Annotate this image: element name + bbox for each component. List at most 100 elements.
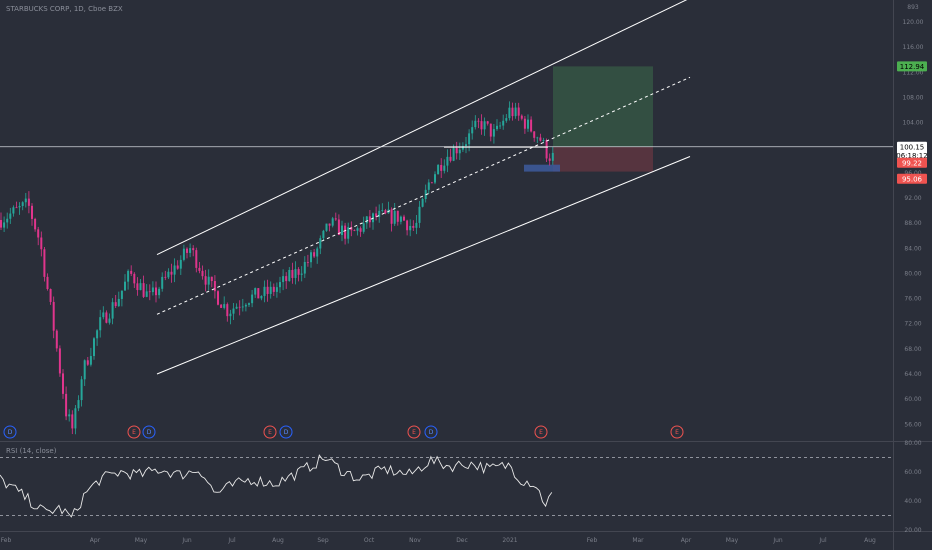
y-tick-label: 108.00 [903, 94, 924, 101]
candle-body [210, 276, 213, 282]
candle-body [508, 107, 511, 119]
candle-body [434, 174, 436, 183]
candle-body [24, 198, 27, 203]
y-tick-label: 104.00 [903, 120, 924, 127]
chart-title: STARBUCKS CORP, 1D, Cboe BZX [6, 5, 123, 13]
candle-body [217, 291, 219, 305]
candle-body [257, 288, 260, 299]
candle-body [74, 408, 77, 429]
x-tick-label: Feb [587, 537, 598, 544]
candle-body [176, 265, 179, 269]
candle-body [151, 287, 154, 293]
price-axis-top-label: 893 [907, 4, 919, 11]
candle-body [272, 286, 275, 292]
candle-body [356, 228, 359, 231]
candle-body [9, 213, 12, 219]
candle-body [155, 287, 157, 296]
candle-body [449, 156, 452, 161]
candle-body [406, 220, 409, 231]
candle-body [399, 216, 402, 222]
candle-body [43, 249, 46, 277]
candle-body [68, 414, 71, 417]
candle-body [269, 286, 272, 294]
candle-body [291, 269, 294, 278]
candle-body [282, 276, 285, 283]
candle-body [523, 118, 526, 129]
dividend-marker-label: D [8, 429, 13, 436]
candle-body [124, 281, 126, 291]
y-tick-label: 68.00 [904, 346, 921, 353]
candle-body [21, 202, 24, 206]
candle-body [248, 303, 250, 305]
rsi-tick-label: 80.00 [904, 440, 921, 447]
dividend-marker [142, 425, 156, 439]
candle-body [223, 304, 226, 308]
candle-body [114, 302, 117, 307]
candle-body [545, 140, 548, 159]
candle-body [551, 152, 554, 161]
x-tick-label: Mar [632, 537, 644, 544]
candle-body [96, 330, 99, 339]
rsi-tick-label: 20.00 [904, 527, 921, 534]
candle-body [328, 223, 331, 226]
time-axis[interactable]: Feb Apr May Jun Jul Aug Sep Oct Nov Dec 2021 Feb Mar… [1, 537, 876, 544]
candle-body [319, 238, 322, 249]
earnings-marker-label: E [539, 429, 543, 436]
price-tag [897, 173, 927, 184]
candle-body [310, 252, 312, 263]
candle-body [499, 125, 502, 127]
candle-body [520, 115, 523, 119]
candle-body [421, 199, 424, 207]
candle-body [139, 283, 142, 291]
candle-body [542, 140, 545, 141]
candle-body [3, 222, 6, 228]
candle-body [192, 248, 195, 251]
candle-body [275, 287, 278, 292]
dividend-marker-label: D [147, 429, 152, 436]
x-tick-label: Oct [364, 537, 375, 544]
channel-lower-line [156, 156, 691, 375]
candle-body [0, 220, 2, 228]
candle-body [517, 107, 520, 116]
candle-body [294, 269, 297, 278]
candlestick-series [0, 101, 554, 435]
price-tag-label: 112.94 [900, 63, 925, 71]
candle-body [93, 338, 95, 357]
candle-body [306, 261, 309, 263]
candle-body [437, 164, 440, 175]
candle-body [511, 107, 514, 117]
candle-body [71, 414, 74, 429]
rsi-line [0, 454, 553, 518]
candle-body [297, 269, 300, 275]
candle-body [120, 290, 123, 299]
candle-body [58, 348, 61, 374]
long-position-tool[interactable] [524, 66, 653, 172]
candle-body [99, 317, 102, 331]
x-tick-label: 2021 [502, 537, 517, 544]
candle-body [430, 182, 433, 184]
channel-drawings[interactable] [0, 0, 893, 375]
candle-body [105, 312, 108, 323]
candle-body [480, 121, 483, 130]
x-tick-label: May [726, 537, 739, 544]
candle-body [6, 218, 9, 223]
x-tick-label: Sep [317, 537, 329, 544]
y-tick-label: 116.00 [903, 44, 924, 51]
candle-body [251, 294, 254, 304]
candle-body [396, 210, 399, 222]
candle-body [483, 121, 486, 130]
candle-body [452, 148, 455, 161]
y-tick-label: 60.00 [904, 396, 921, 403]
candle-body [142, 283, 145, 297]
candle-body [189, 248, 192, 253]
candle-body [241, 306, 244, 308]
y-tick-label: 64.00 [904, 371, 921, 378]
candle-body [12, 207, 15, 214]
x-tick-label: Aug [864, 537, 876, 544]
y-tick-label: 56.00 [904, 421, 921, 428]
target-zone [553, 66, 653, 147]
candle-body [195, 250, 198, 268]
